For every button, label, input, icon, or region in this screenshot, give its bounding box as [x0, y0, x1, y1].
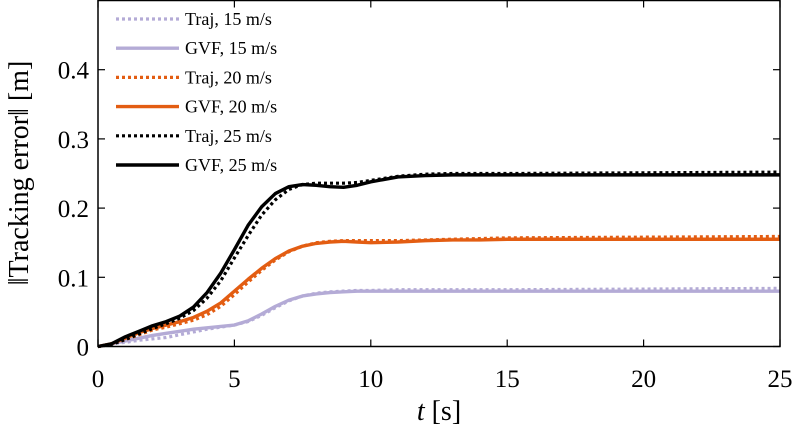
legend-label-5: Traj, 25 m/s [185, 126, 272, 146]
y-tick-label: 0 [77, 335, 90, 362]
y-tick-label: 0.4 [58, 58, 90, 85]
x-axis-title-unit: [s] [425, 396, 462, 427]
legend-label-1: Traj, 15 m/s [185, 9, 272, 29]
y-tick-label: 0.2 [58, 196, 89, 223]
series-line-4 [97, 237, 780, 349]
x-tick-label: 15 [495, 366, 520, 393]
x-tick-label: 20 [631, 366, 656, 393]
x-tick-label: 10 [358, 366, 383, 393]
legend-label-4: GVF, 20 m/s [185, 97, 277, 117]
y-axis-title: ‖Tracking error‖ [m] [4, 61, 35, 286]
x-tick-label: 25 [768, 366, 793, 393]
legend-label-6: GVF, 25 m/s [185, 155, 277, 175]
y-tick-label: 0.3 [58, 127, 89, 154]
x-tick-label: 0 [92, 366, 105, 393]
tick-layer: 0 5 10 15 20 25 0 0.1 0.2 0.3 0.4 [58, 0, 793, 393]
x-tick-label: 5 [228, 366, 241, 393]
legend-label-3: Traj, 20 m/s [185, 67, 272, 87]
x-axis-title: t [s] [417, 396, 461, 427]
legend-label-2: GVF, 15 m/s [185, 38, 277, 58]
series-layer [97, 170, 781, 349]
y-tick-label: 0.1 [58, 265, 89, 292]
x-axis-title-var: t [417, 396, 426, 427]
plot-frame [97, 0, 781, 348]
series-line-6 [97, 173, 780, 349]
series-line-1 [97, 286, 781, 349]
series-line-5 [97, 170, 781, 349]
series-line-2 [97, 289, 780, 349]
legend: Traj, 15 m/s GVF, 15 m/s Traj, 20 m/s GVF, … [116, 9, 277, 175]
